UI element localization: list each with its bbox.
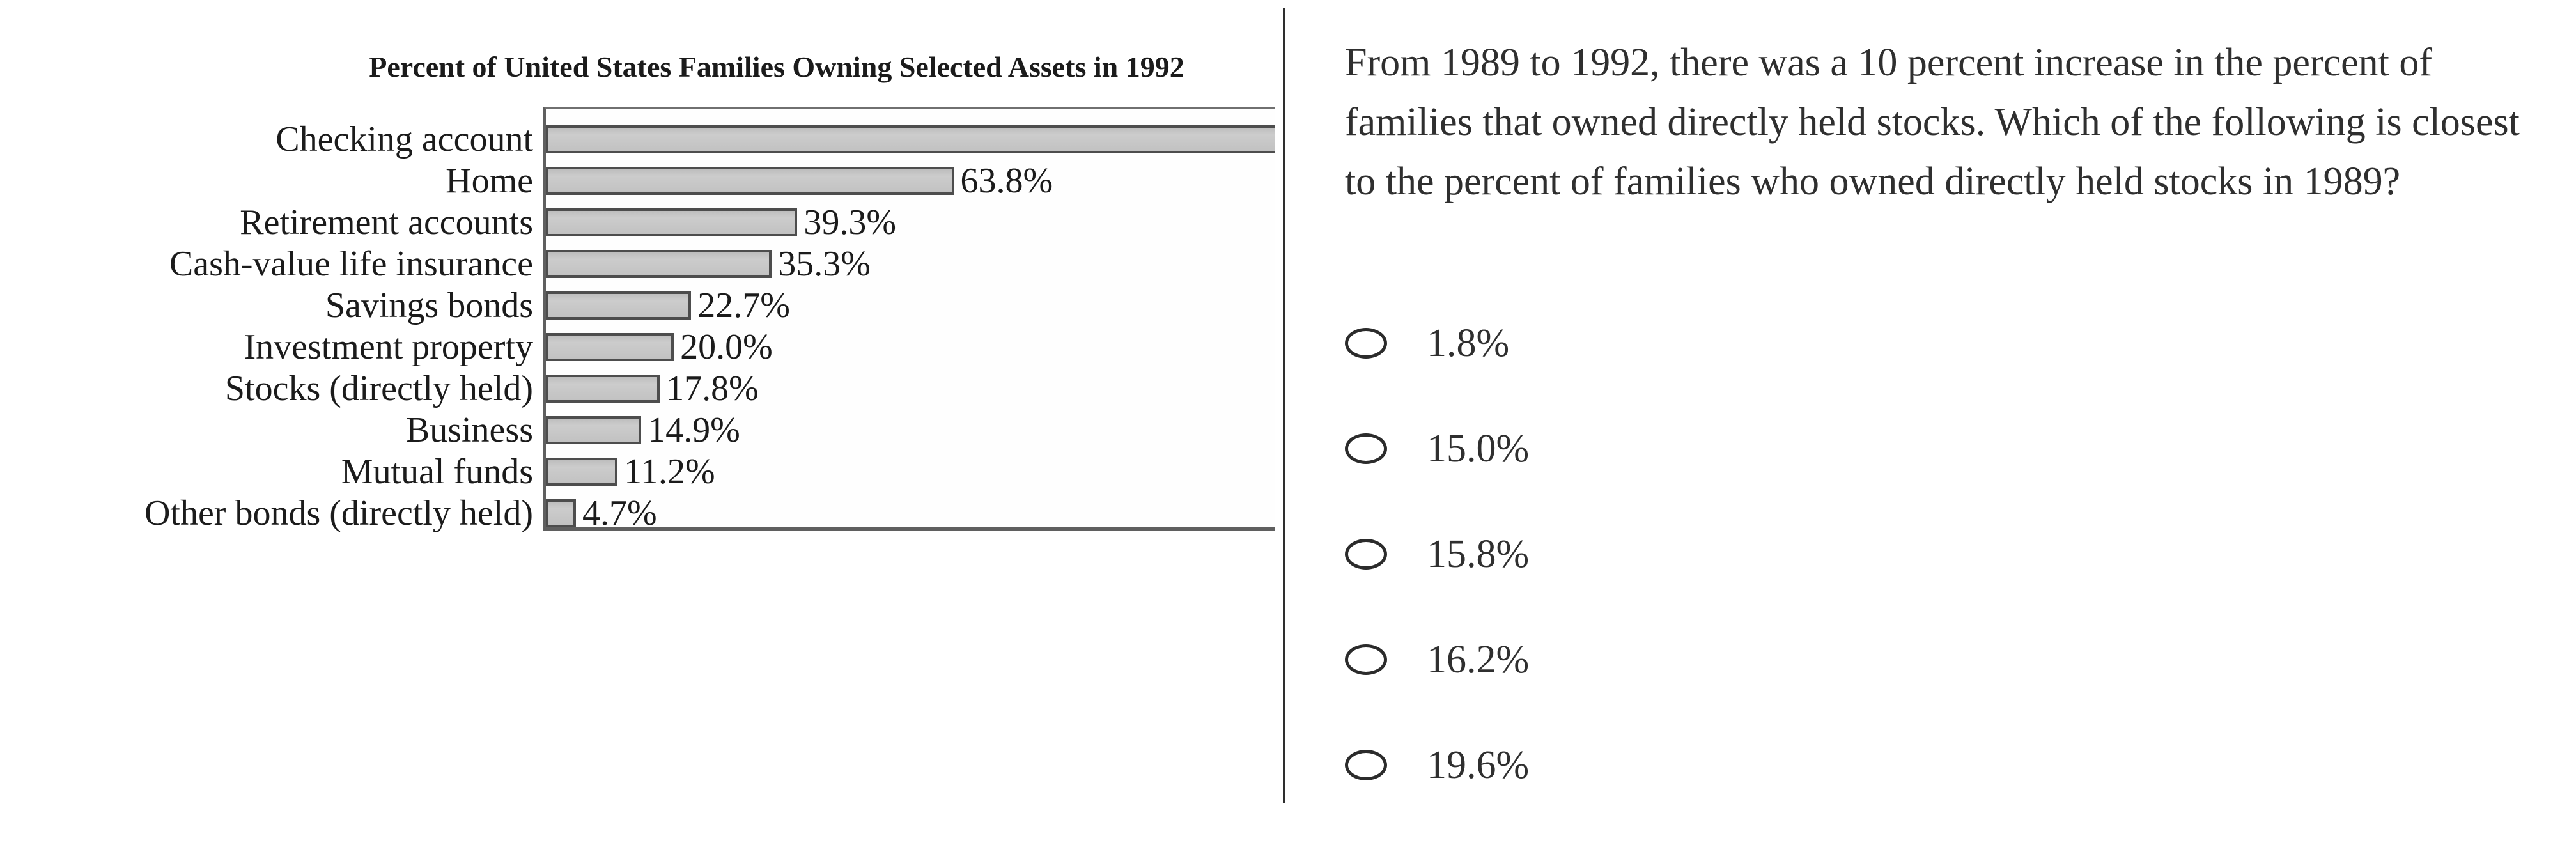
answer-option-2-label: 15.0% (1427, 426, 1530, 470)
bar-row-home: 63.8% (546, 161, 1275, 201)
radio-button-icon[interactable] (1345, 433, 1387, 464)
bar-cash-value-life-insurance (546, 250, 772, 278)
radio-button-icon[interactable] (1345, 328, 1387, 359)
bar-business (546, 416, 642, 444)
bar-row-other-bonds-directly-held: 4.7% (546, 493, 1275, 531)
bar-value-other-bonds-directly-held: 4.7% (582, 493, 657, 531)
answer-option-4-label: 16.2% (1427, 637, 1530, 681)
bar-value-mutual-funds: 11.2% (624, 452, 715, 492)
chart-category-labels: Checking account Home Retirement account… (0, 107, 543, 531)
bar-investment-property (546, 333, 674, 361)
bar-value-cash-value-life-insurance: 35.3% (778, 244, 871, 284)
category-label-other-bonds-directly-held: Other bonds (directly held) (144, 493, 533, 533)
bar-stocks-directly-held (546, 375, 660, 403)
answer-option-2[interactable]: 15.0% (1345, 423, 1529, 474)
question-panel: From 1989 to 1992, there was a 10 percen… (1285, 0, 2576, 823)
bar-row-checking-account (546, 125, 1275, 153)
question-text: From 1989 to 1992, there was a 10 percen… (1345, 41, 2520, 203)
category-label-mutual-funds: Mutual funds (341, 452, 533, 492)
answer-option-1[interactable]: 1.8% (1345, 318, 1529, 369)
answer-option-5-label: 19.6% (1427, 743, 1530, 787)
bar-value-home: 63.8% (960, 161, 1053, 201)
category-label-cash-value-life-insurance: Cash-value life insurance (169, 244, 533, 284)
bar-value-business: 14.9% (648, 410, 740, 450)
bar-value-savings-bonds: 22.7% (697, 286, 790, 325)
figure-panel: Percent of United States Families Owning… (0, 0, 1283, 823)
category-label-home: Home (446, 161, 533, 201)
bar-value-investment-property: 20.0% (680, 327, 773, 367)
bar-checking-account (546, 125, 1275, 153)
bar-retirement-accounts (546, 208, 798, 236)
answer-option-4[interactable]: 16.2% (1345, 634, 1529, 685)
bar-row-savings-bonds: 22.7% (546, 286, 1275, 325)
bar-row-business: 14.9% (546, 410, 1275, 450)
category-label-checking-account: Checking account (275, 120, 533, 159)
category-label-investment-property: Investment property (244, 327, 533, 367)
bar-chart-plot-area: 63.8% 39.3% 35.3% 22.7% 20.0% 17.8% 14.9… (543, 107, 1275, 531)
category-label-business: Business (405, 410, 533, 450)
bar-home (546, 167, 954, 195)
answer-option-3[interactable]: 15.8% (1345, 529, 1529, 580)
category-label-stocks-directly-held: Stocks (directly held) (224, 369, 533, 408)
bar-row-stocks-directly-held: 17.8% (546, 369, 1275, 408)
bar-savings-bonds (546, 291, 692, 320)
bar-value-retirement-accounts: 39.3% (803, 203, 896, 242)
chart-title: Percent of United States Families Owning… (369, 50, 1184, 83)
bar-row-investment-property: 20.0% (546, 327, 1275, 367)
answer-option-3-label: 15.8% (1427, 532, 1530, 576)
answer-option-1-label: 1.8% (1427, 321, 1510, 365)
answer-options: 1.8% 15.0% 15.8% 16.2% 19.6% (1345, 318, 1529, 845)
category-label-retirement-accounts: Retirement accounts (240, 203, 533, 242)
bar-row-cash-value-life-insurance: 35.3% (546, 244, 1275, 284)
answer-option-5[interactable]: 19.6% (1345, 740, 1529, 791)
bar-row-mutual-funds: 11.2% (546, 452, 1275, 492)
radio-button-icon[interactable] (1345, 539, 1387, 570)
bar-value-stocks-directly-held: 17.8% (666, 369, 759, 408)
category-label-savings-bonds: Savings bonds (325, 286, 533, 325)
radio-button-icon[interactable] (1345, 644, 1387, 675)
bar-row-retirement-accounts: 39.3% (546, 203, 1275, 242)
bar-mutual-funds (546, 458, 618, 486)
radio-button-icon[interactable] (1345, 750, 1387, 780)
panel-divider (1283, 8, 1285, 803)
bar-other-bonds-directly-held (546, 499, 577, 527)
